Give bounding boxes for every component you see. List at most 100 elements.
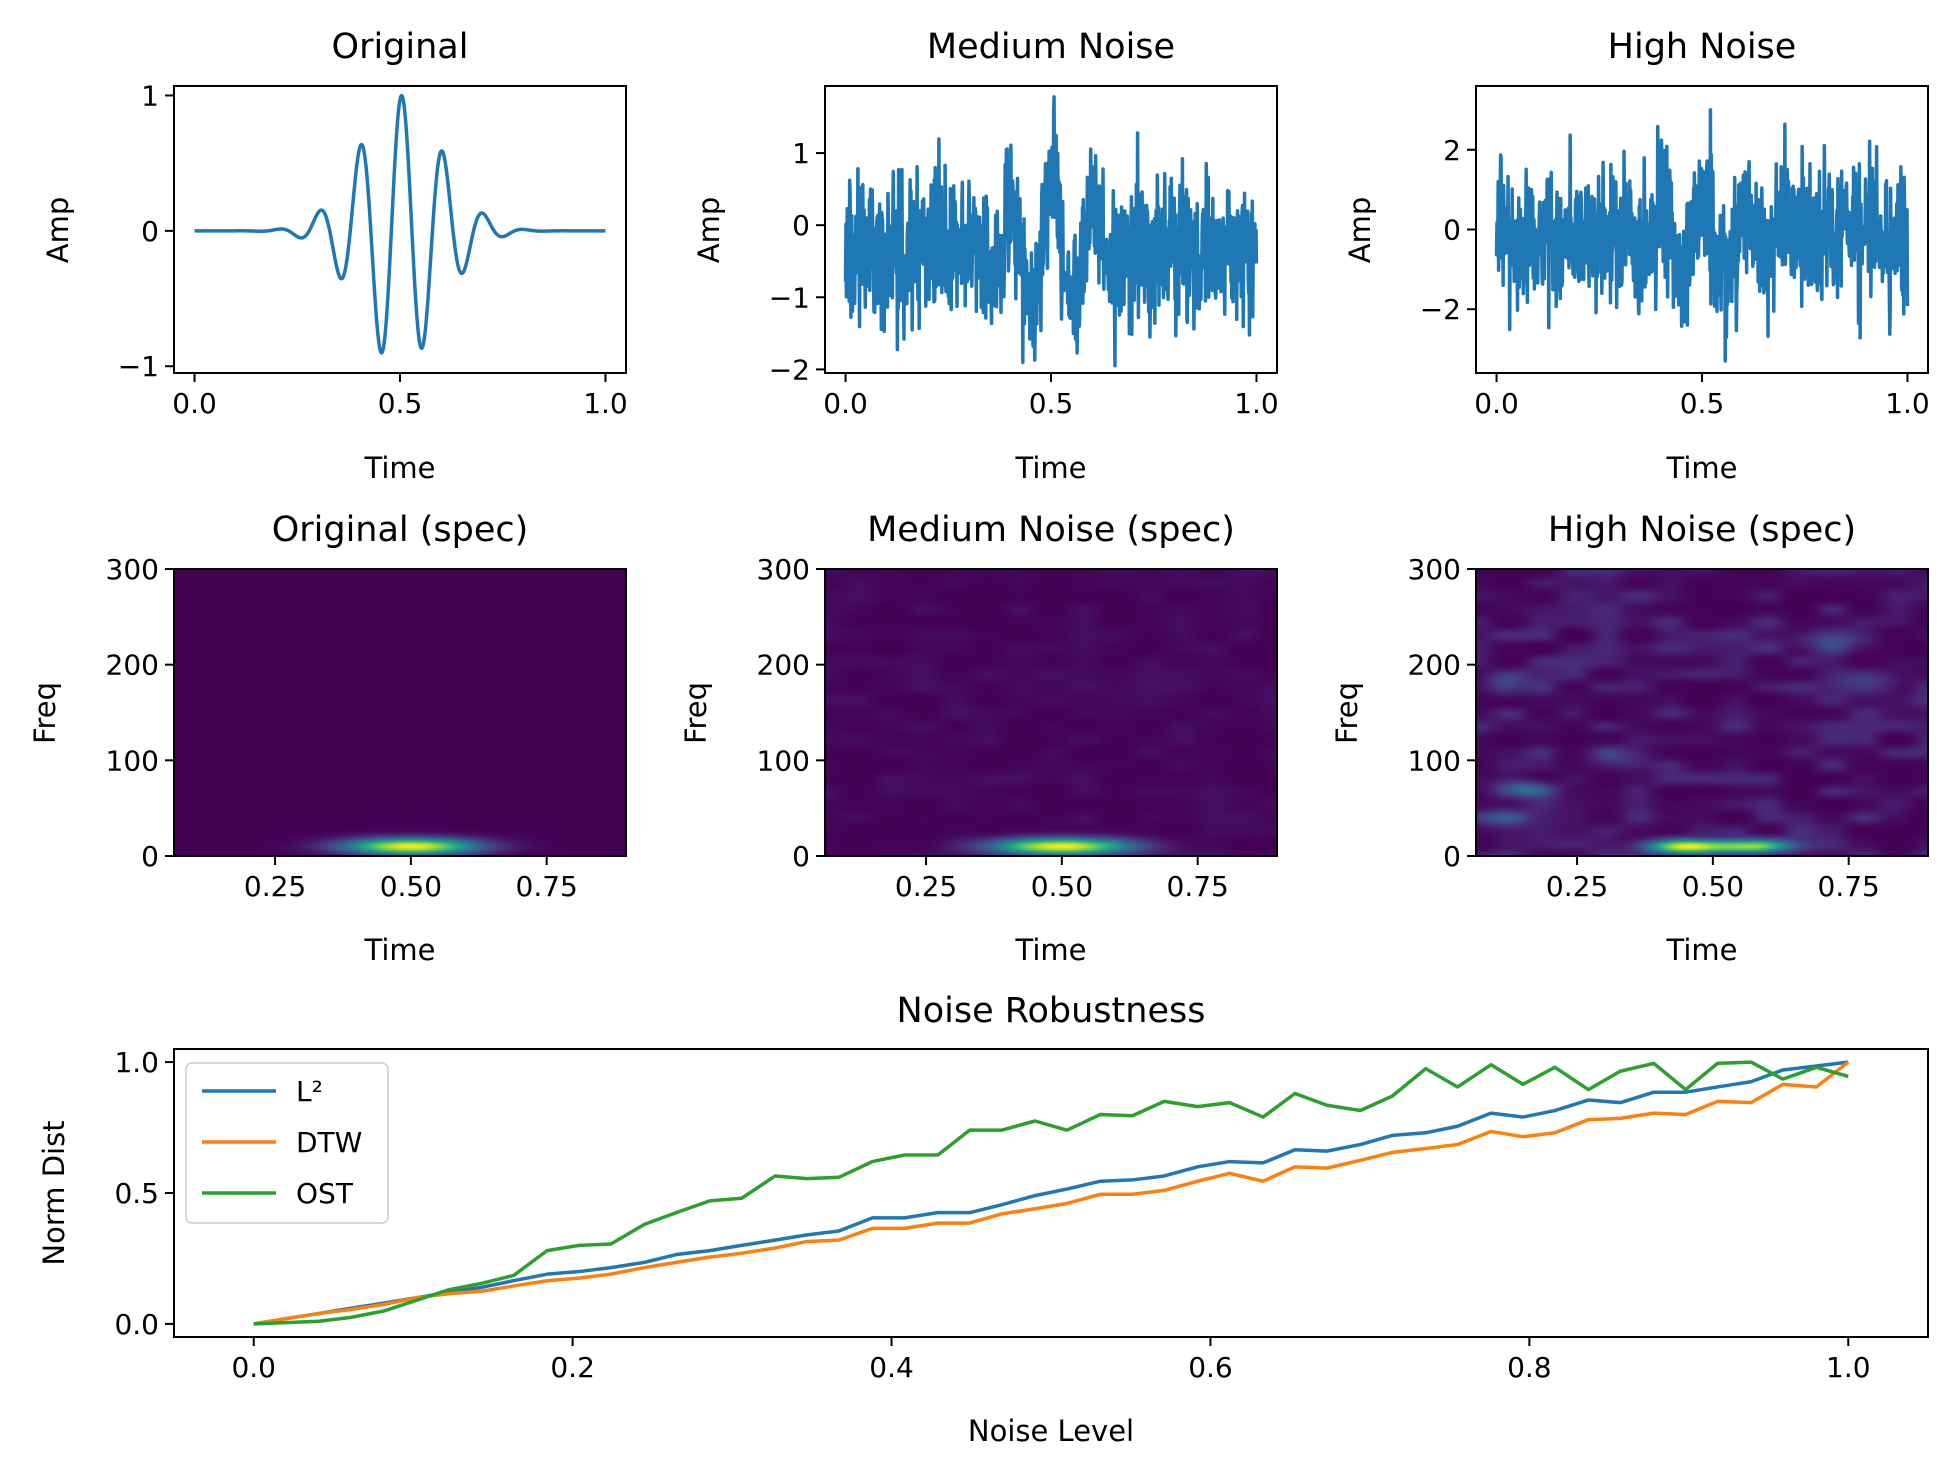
- y-tick-label: 1: [792, 137, 810, 170]
- x-axis-label: Time: [1666, 451, 1738, 485]
- x-tick-label: 0.0: [823, 387, 868, 420]
- axes-frame: [173, 568, 627, 857]
- x-tick-label: 0.6: [1188, 1351, 1233, 1384]
- y-axis: −1 0 1: [118, 79, 174, 383]
- legend-item-l2: L²: [202, 1075, 323, 1108]
- series-line-l2: [253, 1060, 1849, 1326]
- x-axis: 0.0 0.2 0.4 0.6 0.8 1.0: [231, 1337, 1871, 1384]
- x-axis: 0.0 0.5 1.0: [823, 373, 1279, 420]
- y-tick-label: −1: [769, 281, 810, 314]
- axes-frame: [824, 568, 1278, 857]
- y-axis: −2 −1 0 1: [769, 137, 825, 386]
- chart-title: High Noise: [1608, 27, 1797, 67]
- chart-original-spec: Original (spec) 0.25 0.50 0.75 0100200300 …: [28, 510, 627, 967]
- x-tick-label: 0.4: [869, 1351, 914, 1384]
- chart-title: Medium Noise: [927, 27, 1175, 67]
- y-axis-label: Amp: [1343, 197, 1377, 264]
- y-tick-label: −2: [769, 353, 810, 386]
- y-tick-label: 1.0: [114, 1046, 159, 1079]
- y-tick-label: 0: [792, 209, 810, 242]
- series-line: [1494, 108, 1910, 363]
- series-line-ost: [253, 1060, 1849, 1326]
- legend-item-dtw: DTW: [202, 1126, 362, 1159]
- y-axis: −2 0 2: [1420, 134, 1476, 326]
- series-line: [193, 93, 607, 355]
- y-axis-label: Amp: [41, 197, 75, 264]
- chart-medium-noise: Medium Noise 0.0 0.5 1.0 −2 −1 0 1 Time Amp: [692, 27, 1279, 485]
- legend-label: DTW: [296, 1126, 362, 1159]
- y-tick-label: 0: [792, 840, 810, 873]
- x-axis-label: Time: [364, 451, 436, 485]
- y-axis-label: Freq: [28, 682, 62, 744]
- series-line: [843, 95, 1259, 368]
- y-tick-label: 0: [141, 840, 159, 873]
- x-tick-label: 1.0: [1885, 387, 1930, 420]
- spectrogram-image: [1476, 569, 1928, 856]
- x-axis-label: Time: [364, 933, 436, 967]
- chart-title: Noise Robustness: [897, 991, 1206, 1031]
- chart-title: High Noise (spec): [1548, 510, 1856, 550]
- chart-high-noise-spec: High Noise (spec) 0.25 0.50 0.75 0 100 200 30…: [1330, 510, 1929, 967]
- x-axis: 0.25 0.50 0.75: [1546, 856, 1880, 903]
- y-axis-label: Freq: [1330, 682, 1364, 744]
- legend-item-ost: OST: [202, 1177, 354, 1210]
- y-tick-label: 300: [1408, 553, 1461, 586]
- axes-frame: [1475, 568, 1929, 857]
- y-axis: 0 100 200 300: [757, 553, 825, 873]
- x-tick-label: 1.0: [583, 387, 628, 420]
- y-axis-label: Freq: [679, 682, 713, 744]
- x-axis-label: Time: [1015, 933, 1087, 967]
- x-axis-label: Time: [1015, 451, 1087, 485]
- plot-area: [1494, 108, 1910, 363]
- y-axis: 0 100 200 300: [106, 553, 174, 873]
- y-tick-label: 200: [106, 649, 159, 682]
- x-tick-label: 0.50: [1031, 870, 1093, 903]
- y-axis: 0 100 200 300: [1408, 553, 1476, 873]
- x-tick-label: 0.50: [380, 870, 442, 903]
- y-tick-label: 1: [141, 79, 159, 112]
- x-tick-label: 1.0: [1826, 1351, 1871, 1384]
- y-axis-label: Norm Dist: [37, 1120, 71, 1265]
- x-tick-label: 0.0: [231, 1351, 276, 1384]
- y-tick-label: 2: [1443, 134, 1461, 167]
- x-axis: 0.0 0.5 1.0: [1474, 373, 1930, 420]
- x-tick-label: 0.8: [1507, 1351, 1552, 1384]
- chart-title: Original: [332, 27, 469, 67]
- series-line-dtw: [253, 1060, 1850, 1326]
- chart-title: Original (spec): [272, 510, 529, 550]
- chart-medium-noise-spec: Medium Noise (spec) 0.25 0.50 0.75 0 100 200…: [679, 510, 1278, 967]
- x-tick-label: 0.2: [550, 1351, 595, 1384]
- spectrogram-image: [174, 569, 626, 856]
- y-tick-label: 300: [757, 553, 810, 586]
- x-tick-label: 0.25: [895, 870, 957, 903]
- y-tick-label: 100: [106, 744, 159, 777]
- y-tick-label: 200: [1408, 649, 1461, 682]
- x-tick-label: 0.5: [378, 387, 423, 420]
- y-tick-label: 0.0: [114, 1308, 159, 1341]
- legend-box: [185, 1062, 389, 1224]
- legend-label: OST: [296, 1177, 354, 1210]
- x-tick-label: 1.0: [1234, 387, 1279, 420]
- y-tick-label: −2: [1420, 293, 1461, 326]
- plot-area: [843, 95, 1259, 368]
- x-axis-label: Time: [1666, 933, 1738, 967]
- y-tick-label: 100: [757, 744, 810, 777]
- y-axis: 0.0 0.5 1.0: [114, 1046, 174, 1341]
- chart-high-noise: High Noise 0.0 0.5 1.0 −2 0 2 Time Amp: [1343, 27, 1930, 485]
- x-axis: 0.0 0.5 1.0: [172, 373, 628, 420]
- y-tick-label: 0: [141, 215, 159, 248]
- x-tick-label: 0.0: [172, 387, 217, 420]
- y-tick-label: 0.5: [114, 1177, 159, 1210]
- y-tick-label: 0: [1443, 214, 1461, 247]
- y-tick-label: −1: [118, 350, 159, 383]
- x-tick-label: 0.5: [1680, 387, 1725, 420]
- plot-area: [253, 1060, 1850, 1326]
- x-tick-label: 0.0: [1474, 387, 1519, 420]
- legend: L² DTW OST: [185, 1062, 389, 1224]
- x-tick-label: 0.75: [1818, 870, 1880, 903]
- x-axis: 0.25 0.50 0.75: [244, 856, 578, 903]
- x-axis-label: Noise Level: [968, 1414, 1134, 1448]
- legend-label: L²: [296, 1075, 323, 1108]
- x-tick-label: 0.5: [1029, 387, 1074, 420]
